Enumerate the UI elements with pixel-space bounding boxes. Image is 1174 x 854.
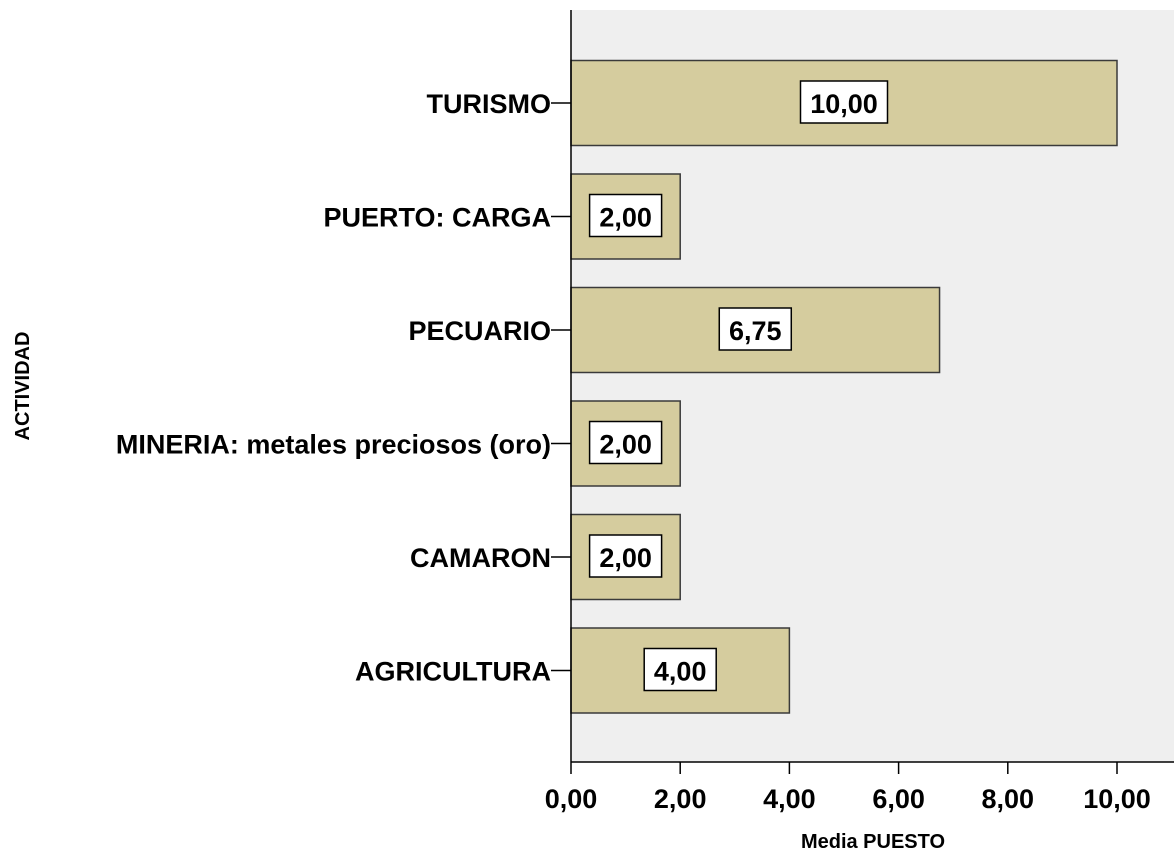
data-label-box: [643, 647, 717, 692]
data-label-box: [718, 307, 793, 351]
data-label-box: [588, 420, 663, 465]
category-labels: TURISMO PUERTO: CARGA PECUARIO MINERIA: met…: [116, 89, 571, 687]
data-label-box: [588, 534, 663, 578]
y-axis-title: ACTIVIDAD: [12, 332, 34, 441]
data-label: 10,00: [810, 89, 878, 119]
x-tick-label: 4,00: [763, 784, 816, 814]
category-label: CAMARON: [410, 543, 551, 573]
data-label: 6,75: [729, 316, 782, 346]
x-tick-label: 2,00: [654, 784, 707, 814]
data-label: 2,00: [599, 203, 652, 233]
data-label: 2,00: [599, 543, 652, 573]
x-tick-label: 10,00: [1083, 784, 1151, 814]
bars-group: 10,00 2,00 6,75 2,00 2,00 4,00: [570, 59, 1118, 714]
data-label: 4,00: [654, 657, 707, 687]
category-label: AGRICULTURA: [355, 657, 551, 687]
x-axis-ticks: 0,00 2,00 4,00 6,00 8,00 10,00: [545, 762, 1151, 814]
data-label-box: [588, 193, 663, 238]
x-tick-label: 8,00: [982, 784, 1035, 814]
category-label: PUERTO: CARGA: [323, 203, 551, 233]
category-label: MINERIA: metales preciosos (oro): [116, 430, 551, 460]
x-tick-label: 6,00: [872, 784, 925, 814]
data-label-box: [799, 80, 889, 124]
bar: [570, 286, 941, 374]
x-tick-label: 0,00: [545, 784, 598, 814]
data-label: 2,00: [599, 430, 652, 460]
category-label: TURISMO: [427, 89, 552, 119]
category-label: PECUARIO: [408, 316, 551, 346]
x-axis-title: Media PUESTO: [801, 831, 945, 853]
